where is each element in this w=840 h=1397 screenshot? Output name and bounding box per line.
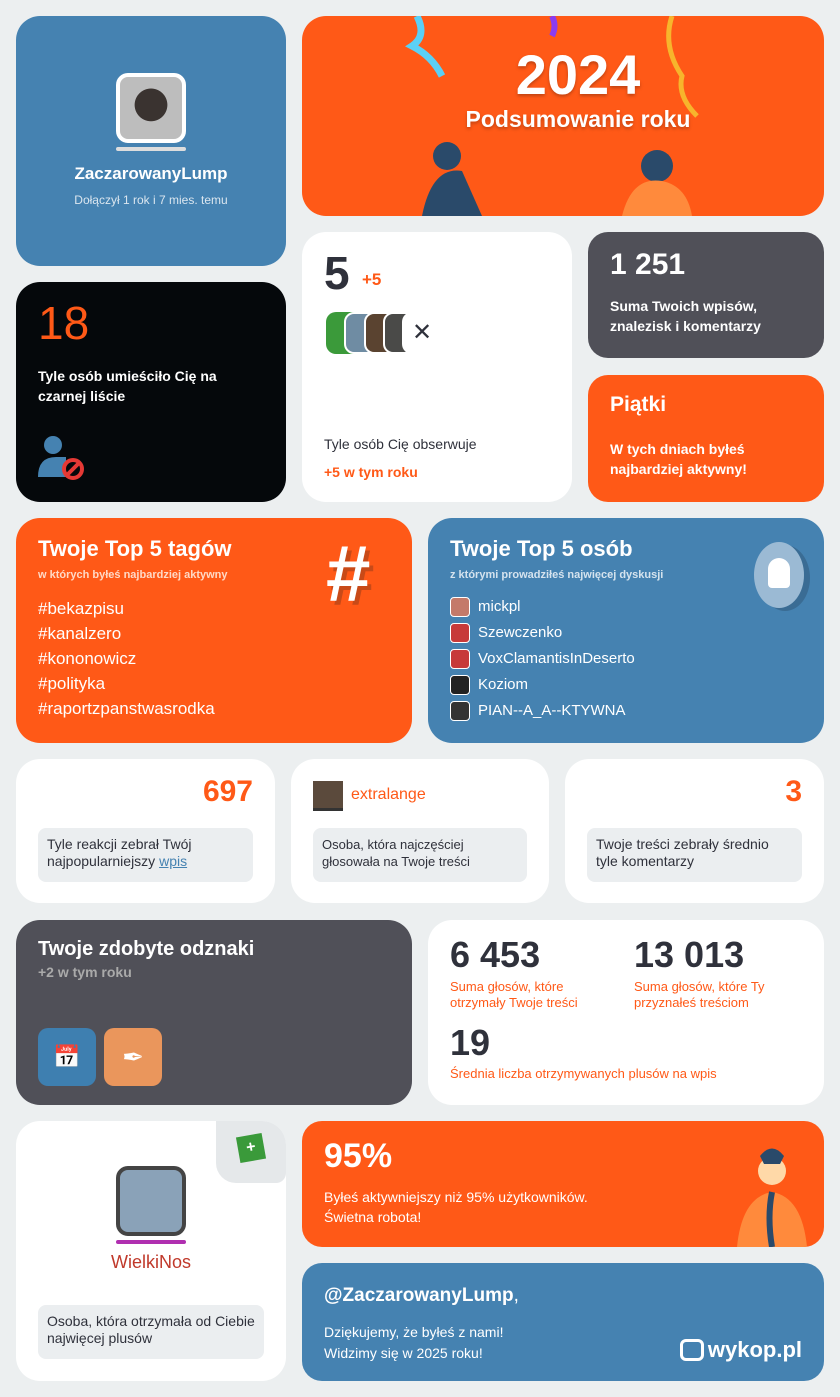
calendar-badge-icon[interactable]: 📅 xyxy=(38,1028,96,1086)
year-banner: 2024 Podsumowanie roku xyxy=(302,16,824,216)
hash-icon: # xyxy=(326,529,371,618)
reactions-label-box: Tyle reakcji zebrał Twój najpopularniejs… xyxy=(38,828,253,882)
voter-name[interactable]: extralange xyxy=(351,786,426,803)
tag-list: #bekazpisu #kanalzero #kononowicz #polit… xyxy=(38,596,215,721)
user-block-icon xyxy=(38,436,84,480)
comments-card: 3 Twoje treści zebrały średnio tyle kome… xyxy=(565,759,824,903)
votes-received: 6 453 xyxy=(450,934,541,975)
pen-badge-icon[interactable]: ✒ xyxy=(104,1028,162,1086)
person-illustration xyxy=(737,1148,807,1247)
plus-user-label: Osoba, która otrzymała od Ciebie najwięc… xyxy=(38,1305,264,1359)
year-subtitle: Podsumowanie roku xyxy=(465,106,691,132)
activity-label-2: Świetna robota! xyxy=(324,1209,422,1225)
avatar-underline xyxy=(116,147,186,151)
voter-label: Osoba, która najczęściej głosowała na Tw… xyxy=(313,828,527,882)
people-list: mickpl Szewczenko VoxClamantisInDeserto … xyxy=(450,597,635,727)
reactions-card: 697 Tyle reakcji zebrał Twój najpopularn… xyxy=(16,759,275,903)
votes-received-label: Suma głosów, które otrzymały Twoje treśc… xyxy=(450,979,578,1010)
followers-delta: +5 xyxy=(362,270,382,289)
user-medal-icon xyxy=(754,542,804,608)
tag-item[interactable]: #raportzpanstwasrodka xyxy=(38,699,215,718)
thanks-card: @ZaczarowanyLump, Dziękujemy, że byłeś z… xyxy=(302,1263,824,1381)
posts-label: Suma Twoich wpisów, znalezisk i komentar… xyxy=(610,298,761,334)
avg-plus: 19 xyxy=(450,1022,491,1063)
person-avatar xyxy=(450,623,470,644)
activity-percent: 95% xyxy=(324,1137,393,1175)
year-title: 2024 xyxy=(515,43,641,106)
username[interactable]: ZaczarowanyLump xyxy=(74,164,228,183)
person-avatar xyxy=(450,649,470,670)
thanks-handle: @ZaczarowanyLump, xyxy=(324,1285,519,1306)
person-item[interactable]: PIAN--A_A--KTYWNA xyxy=(450,701,635,722)
plus-user-avatar[interactable] xyxy=(116,1166,186,1236)
badges-title: Twoje zdobyte odznaki xyxy=(38,938,255,960)
followers-label: Tyle osób Cię obserwuje xyxy=(324,436,477,452)
follower-avatars[interactable]: ✕ xyxy=(326,312,446,354)
blacklist-label: Tyle osób umieściło Cię na czarnej liści… xyxy=(38,368,217,404)
top-tags-title: Twoje Top 5 tagów xyxy=(38,536,232,561)
comments-count: 3 xyxy=(785,775,802,808)
top-plus-user-card: + WielkiNos Osoba, która otrzymała od Ci… xyxy=(16,1121,286,1381)
tag-item[interactable]: #bekazpisu xyxy=(38,599,125,618)
top-people-subtitle: z którymi prowadziłeś najwięcej dyskusji xyxy=(450,569,664,581)
active-day-card: Piątki W tych dniach byłeś najbardziej a… xyxy=(588,375,824,502)
wykop-logo[interactable]: wykop.pl xyxy=(679,1337,802,1363)
tag-item[interactable]: #kononowicz xyxy=(38,649,137,668)
activity-label-1: Byłeś aktywniejszy niż 95% użytkowników. xyxy=(324,1189,588,1205)
comments-label: Twoje treści zebrały średnio tyle koment… xyxy=(587,828,802,882)
badges-card: Twoje zdobyte odznaki +2 w tym roku 📅 ✒ xyxy=(16,920,412,1105)
activity-percent-card: 95% Byłeś aktywniejszy niż 95% użytkowni… xyxy=(302,1121,824,1247)
badges-subtitle: +2 w tym roku xyxy=(38,964,132,980)
active-day-label: W tych dniach byłeś najbardziej aktywny! xyxy=(610,441,747,477)
reactions-count: 697 xyxy=(202,775,253,808)
follower-avatar[interactable]: ✕ xyxy=(402,312,442,354)
top-tags-subtitle: w których byłeś najbardziej aktywny xyxy=(38,569,228,581)
wykop-logo-icon xyxy=(679,1339,704,1361)
profile-card: ZaczarowanyLump Dołączył 1 rok i 7 mies.… xyxy=(16,16,286,266)
person-item[interactable]: Szewczenko xyxy=(450,623,635,644)
blacklist-card: 18 Tyle osób umieściło Cię na czarnej li… xyxy=(16,282,286,502)
blacklist-count: 18 xyxy=(38,297,90,349)
confetti-illustration xyxy=(405,16,699,216)
post-link[interactable]: wpis xyxy=(159,853,188,869)
person-avatar xyxy=(450,597,470,618)
top-people-card: Twoje Top 5 osób z którymi prowadziłeś n… xyxy=(428,518,824,743)
avatar[interactable] xyxy=(116,73,186,143)
active-day: Piątki xyxy=(610,393,667,416)
plus-user-underline xyxy=(116,1240,186,1244)
person-avatar xyxy=(450,701,470,722)
posts-count: 1 251 xyxy=(610,248,686,281)
followers-count: 5 xyxy=(324,247,350,299)
followers-card: 5 +5 ✕ Tyle osób Cię obserwuje +5 w tym … xyxy=(302,232,572,502)
votes-given: 13 013 xyxy=(634,934,745,975)
plus-user-name[interactable]: WielkiNos xyxy=(110,1252,191,1272)
top-voter-card: extralange Osoba, która najczęściej głos… xyxy=(291,759,549,903)
thanks-line-2: Widzimy się w 2025 roku! xyxy=(324,1345,483,1361)
tag-item[interactable]: #kanalzero xyxy=(38,624,122,643)
posts-card: 1 251 Suma Twoich wpisów, znalezisk i ko… xyxy=(588,232,824,358)
joined-date: Dołączył 1 rok i 7 mies. temu xyxy=(74,193,228,207)
person-item[interactable]: Koziom xyxy=(450,675,635,696)
top-people-title: Twoje Top 5 osób xyxy=(450,536,633,561)
person-avatar xyxy=(450,675,470,696)
plus-cursor-icon: + xyxy=(216,1121,286,1183)
thanks-line-1: Dziękujemy, że byłeś z nami! xyxy=(324,1324,504,1340)
person-item[interactable]: VoxClamantisInDeserto xyxy=(450,649,635,670)
votes-card: 6 453 Suma głosów, które otrzymały Twoje… xyxy=(428,920,824,1105)
voter-avatar[interactable] xyxy=(313,781,343,811)
votes-given-label: Suma głosów, które Ty przyznałeś treścio… xyxy=(634,979,765,1010)
followers-year-delta: +5 w tym roku xyxy=(324,464,418,480)
tag-item[interactable]: #polityka xyxy=(38,674,106,693)
person-item[interactable]: mickpl xyxy=(450,597,635,618)
avg-plus-label: Średnia liczba otrzymywanych plusów na w… xyxy=(450,1066,717,1081)
top-tags-card: Twoje Top 5 tagów w których byłeś najbar… xyxy=(16,518,412,743)
